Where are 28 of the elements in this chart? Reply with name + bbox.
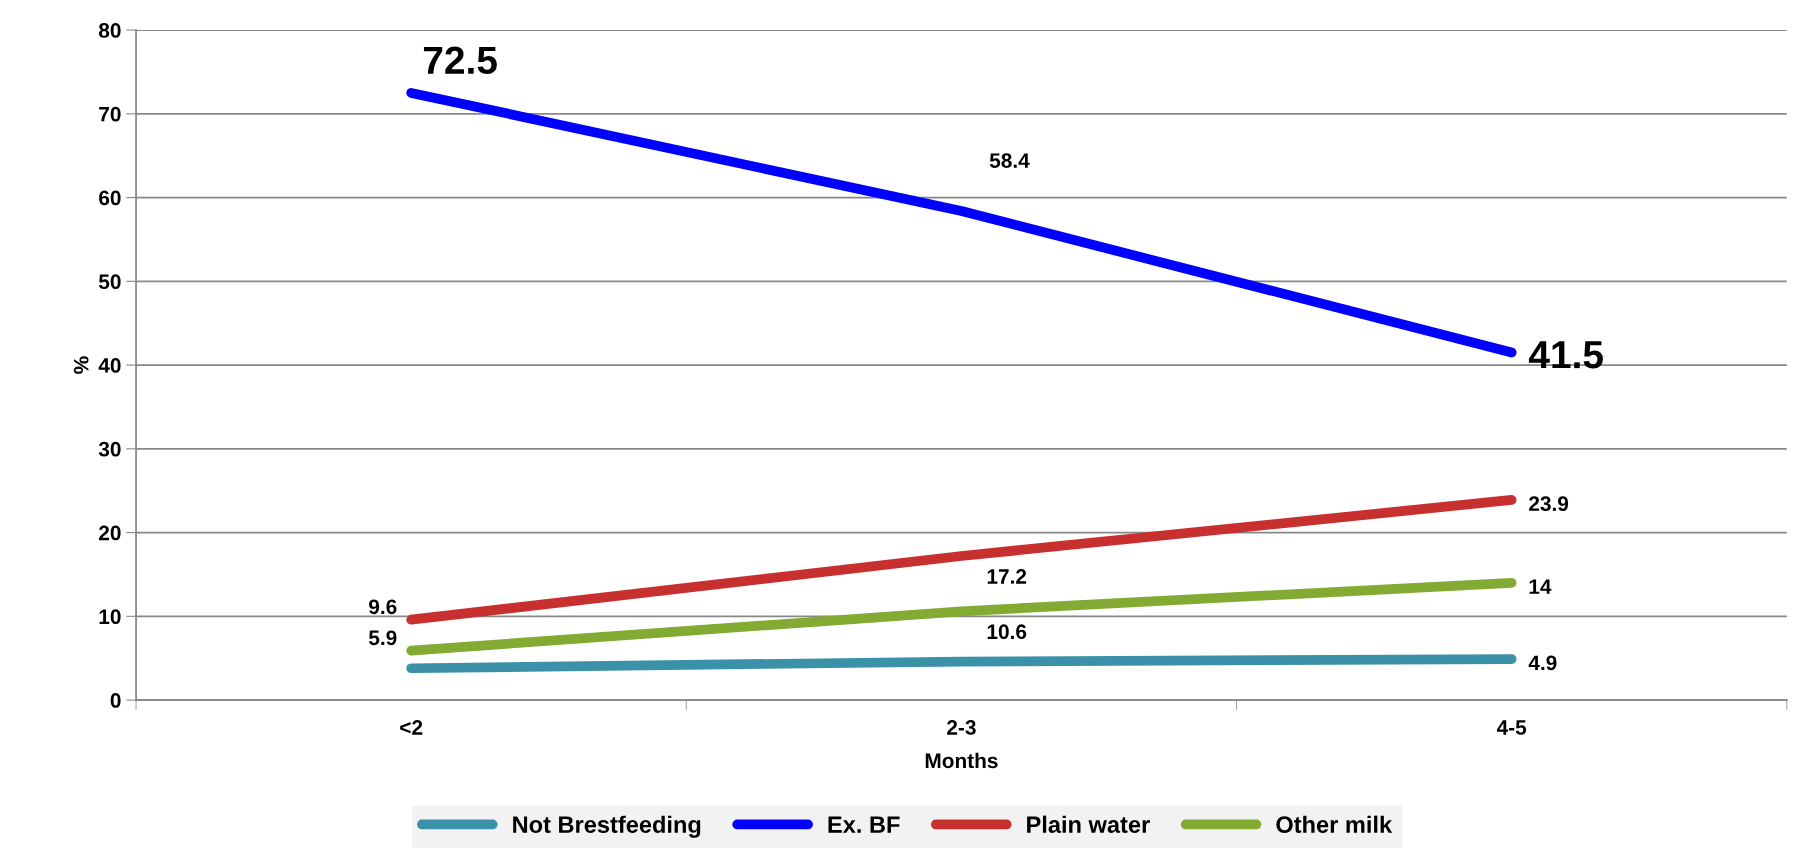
legend-label: Other milk <box>1276 815 1393 833</box>
y-tick-label: 70 <box>99 106 121 122</box>
data-label: 5.9 <box>368 630 397 646</box>
legend-label: Plain water <box>1027 815 1150 833</box>
y-tick-label: 10 <box>99 609 121 625</box>
x-axis-title: Months <box>925 752 998 769</box>
data-label: 4.9 <box>1528 655 1557 671</box>
y-tick-label: 80 <box>98 23 121 38</box>
y-tick-label: 0 <box>110 693 121 708</box>
y-axis-title: % <box>73 356 89 374</box>
y-tick-label: 40 <box>98 358 121 373</box>
x-tick-label: 4-5 <box>1496 720 1527 735</box>
y-tick-label: 60 <box>99 190 121 206</box>
data-label: 17.2 <box>987 569 1027 584</box>
data-label: 72.5 <box>423 46 497 75</box>
data-label: 23.9 <box>1529 496 1569 512</box>
x-tick-label: <2 <box>400 720 423 735</box>
legend-label: Ex. BF <box>828 816 900 833</box>
data-label: 58.4 <box>989 153 1030 168</box>
data-label: 41.5 <box>1528 341 1603 369</box>
y-tick-label: 50 <box>98 274 121 290</box>
legend-label: Not Brestfeeding <box>513 815 701 838</box>
data-label: 14 <box>1529 579 1552 594</box>
data-label: 10.6 <box>987 624 1027 640</box>
y-tick-label: 30 <box>98 441 121 457</box>
x-tick-label: 2-3 <box>947 720 976 735</box>
data-label: 9.6 <box>369 599 397 615</box>
y-tick-label: 20 <box>99 525 121 541</box>
